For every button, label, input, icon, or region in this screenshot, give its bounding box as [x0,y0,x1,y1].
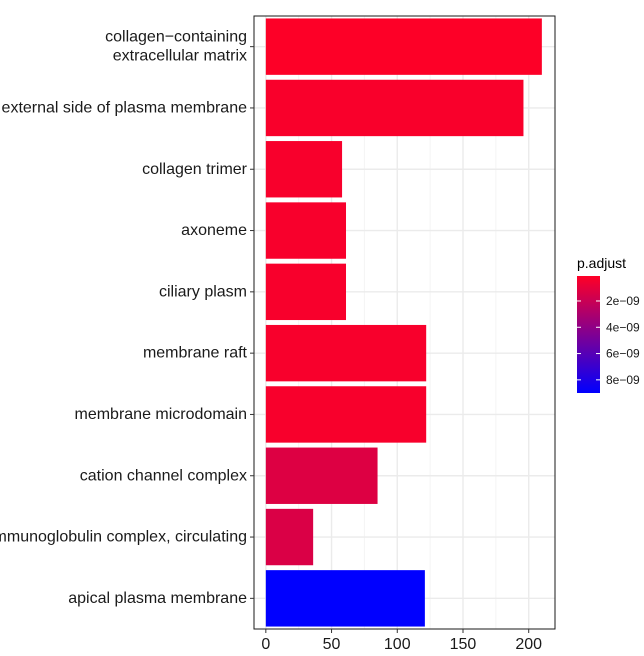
legend-tick-label: 8e−09 [606,373,640,387]
y-tick-label: cation channel complex [80,467,247,484]
x-axis: 0 50 100 150 200 [261,629,542,653]
bar [265,508,314,566]
x-tick-label: 150 [450,636,477,651]
bar [265,447,378,504]
y-tick-label: membrane microdomain [74,406,247,423]
y-tick-label: membrane raft [143,345,248,362]
x-tick-label: 200 [515,636,542,651]
y-tick-label: ciliary plasm [159,283,247,300]
bar [265,202,347,259]
x-tick-label: 0 [261,636,270,651]
x-tick-label: 100 [384,636,411,651]
y-tick-label: collagen−containing extracellular matrix [105,29,247,65]
bar [265,386,427,443]
x-tick-label: 50 [323,636,341,651]
legend-tick-label: 6e−09 [606,347,640,361]
bar [265,570,425,627]
y-tick-label: immunoglobulin complex, circulating [0,529,247,546]
y-axis: collagen−containing extracellular matrix e… [0,29,254,607]
bar [265,18,542,75]
bar [265,263,347,321]
bar [265,141,343,198]
y-tick-label: apical plasma membrane [68,590,247,607]
legend-title: p.adjust [577,255,626,271]
y-tick-label: axoneme [181,222,247,239]
panel-border [253,15,556,630]
legend-tick-label: 2e−09 [606,294,640,308]
y-tick-label: collagen trimer [142,161,248,178]
legend: p.adjust 2e−09 4e−09 6e−09 8e−09 [577,255,640,393]
y-tick-label: external side of plasma membrane [2,99,248,116]
bars [265,18,542,627]
bar [265,324,427,382]
bar [265,79,524,137]
legend-tick-label: 4e−09 [606,320,640,334]
legend-colorbar [577,276,600,393]
